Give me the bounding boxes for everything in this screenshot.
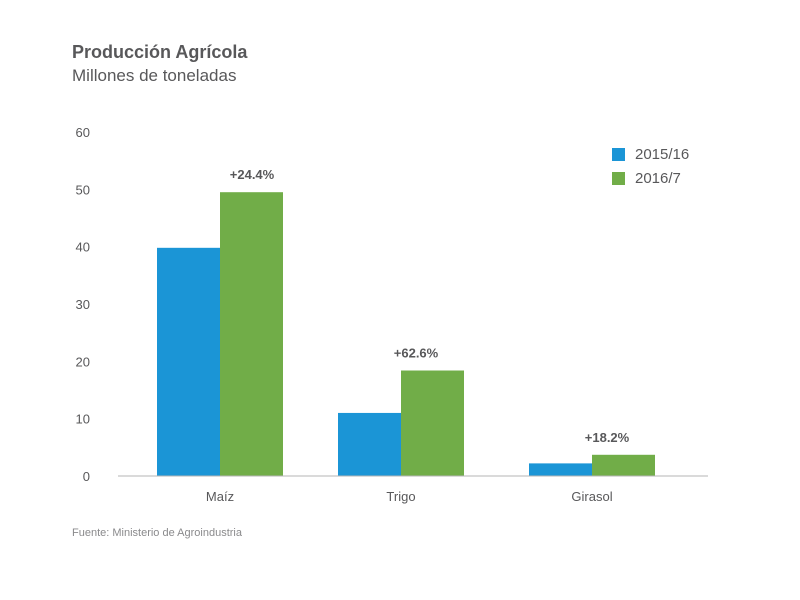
bar-series-2 [220, 192, 283, 476]
legend-label-series-2: 2016/7 [635, 169, 681, 187]
legend-label-series-1: 2015/16 [635, 145, 690, 163]
y-tick-label: 50 [76, 182, 90, 197]
legend-swatch-series-2 [612, 171, 625, 185]
legend: 2015/16 2016/7 [612, 142, 689, 190]
legend-swatch-series-1 [612, 147, 625, 161]
legend-item-series-2: 2016/7 [612, 166, 689, 190]
bar-change-label: +18.2% [585, 430, 630, 445]
bar-series-1 [157, 247, 220, 476]
bar-series-2 [401, 370, 464, 476]
y-tick-label: 40 [76, 240, 90, 255]
legend-item-series-1: 2015/16 [612, 142, 689, 166]
bar-change-label: +24.4% [230, 167, 275, 182]
y-tick-label: 20 [76, 354, 90, 369]
x-tick-label: Trigo [386, 489, 415, 504]
bar-series-1 [529, 463, 592, 476]
bars [157, 192, 655, 476]
y-tick-label: 0 [83, 469, 90, 484]
source-note: Fuente: Ministerio de Agroindustria [72, 527, 242, 539]
bar-series-2 [592, 454, 655, 476]
bar-series-1 [338, 412, 401, 476]
chart-subtitle: Millones de toneladas [72, 66, 237, 85]
y-axis-ticks: 0 10 20 30 40 50 60 [76, 125, 90, 484]
bar-annotations: +24.4% +62.6% +18.2% [230, 167, 630, 445]
chart-title: Producción Agrícola [72, 42, 248, 62]
x-axis-labels: Maíz Trigo Girasol [206, 489, 613, 504]
y-tick-label: 60 [76, 125, 90, 140]
y-tick-label: 10 [76, 412, 90, 427]
y-tick-label: 30 [76, 297, 90, 312]
bar-change-label: +62.6% [394, 346, 439, 361]
x-tick-label: Maíz [206, 489, 234, 504]
x-tick-label: Girasol [571, 489, 612, 504]
